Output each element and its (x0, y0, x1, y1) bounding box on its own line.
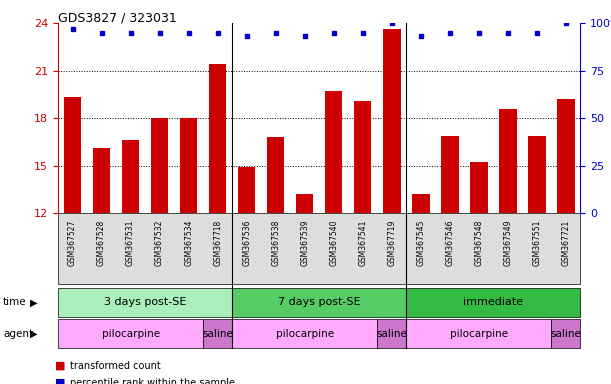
Bar (557, 99, 574, 213)
Bar (93, 148, 110, 213)
Text: percentile rank within the sample: percentile rank within the sample (70, 378, 235, 384)
Bar (528, 136, 546, 213)
Text: ■: ■ (55, 361, 65, 371)
Text: saline: saline (551, 329, 582, 339)
Bar (267, 137, 285, 213)
Text: ▶: ▶ (30, 297, 37, 308)
Bar (325, 91, 342, 213)
Text: GDS3827 / 323031: GDS3827 / 323031 (58, 12, 177, 25)
Bar (470, 162, 488, 213)
Text: ▶: ▶ (30, 329, 37, 339)
Bar (151, 118, 169, 213)
Text: immediate: immediate (463, 297, 524, 308)
Bar (122, 140, 139, 213)
Bar (64, 98, 81, 213)
Text: 3 days post-SE: 3 days post-SE (104, 297, 186, 308)
Bar (180, 118, 197, 213)
Text: 7 days post-SE: 7 days post-SE (278, 297, 360, 308)
Text: transformed count: transformed count (70, 361, 161, 371)
Text: pilocarpine: pilocarpine (276, 329, 334, 339)
Bar (296, 194, 313, 213)
Bar (383, 30, 401, 213)
Bar (441, 136, 458, 213)
Bar (238, 167, 255, 213)
Text: pilocarpine: pilocarpine (450, 329, 508, 339)
Bar (412, 194, 430, 213)
Bar (499, 109, 516, 213)
Text: saline: saline (376, 329, 408, 339)
Text: agent: agent (3, 329, 33, 339)
Text: ■: ■ (55, 378, 65, 384)
Bar (209, 64, 226, 213)
Bar (354, 101, 371, 213)
Text: saline: saline (202, 329, 233, 339)
Text: time: time (3, 297, 27, 308)
Text: pilocarpine: pilocarpine (101, 329, 159, 339)
